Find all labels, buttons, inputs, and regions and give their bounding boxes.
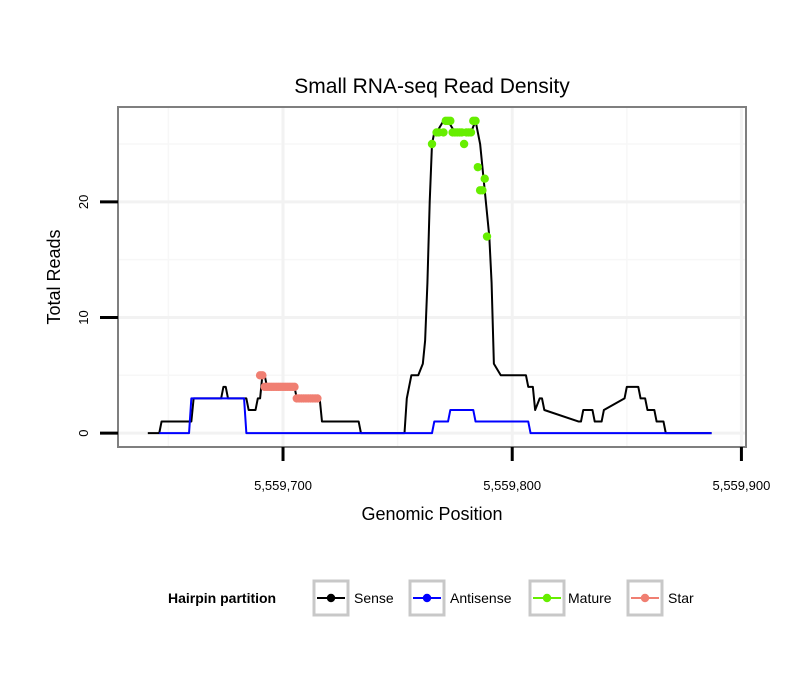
legend-key-dot (422, 593, 432, 603)
data-point-mature (471, 116, 480, 126)
legend-item-star: Star (626, 579, 694, 617)
legend-key-dot (640, 593, 650, 603)
y-tick-label: 20 (76, 195, 91, 209)
x-tick-label: 5,559,700 (254, 478, 312, 493)
series-points-mature (427, 116, 492, 241)
legend-label: Antisense (450, 590, 512, 606)
series-layer (147, 116, 712, 435)
series-points-star (255, 371, 322, 403)
data-point-mature (446, 116, 455, 126)
y-axis: 0 10 20 (76, 195, 118, 437)
data-point-star (313, 394, 322, 403)
plot-border (117, 106, 747, 448)
y-tick-label: 10 (76, 310, 91, 324)
series-line-antisense (159, 397, 712, 435)
data-point-star (290, 382, 299, 392)
x-tick-label: 5,559,900 (712, 478, 770, 493)
legend-label: Star (668, 590, 694, 606)
legend-key-dot (542, 593, 552, 603)
x-axis: 5,559,700 5,559,800 5,559,900 (254, 447, 770, 493)
legend: Hairpin partition Sense Antisense Mature St… (168, 579, 694, 617)
chart-title: Small RNA-seq Read Density (294, 75, 570, 98)
data-point-mature (439, 128, 448, 137)
legend-title: Hairpin partition (168, 590, 276, 606)
legend-item-mature: Mature (528, 579, 612, 617)
legend-item-antisense: Antisense (408, 579, 512, 617)
data-point-mature (482, 232, 492, 241)
data-point-mature (459, 139, 469, 149)
legend-item-sense: Sense (312, 579, 394, 617)
legend-label: Mature (568, 590, 612, 606)
legend-key-dot (326, 593, 336, 603)
x-tick-label: 5,559,800 (483, 478, 541, 493)
data-point-mature (478, 186, 487, 195)
data-point-mature (466, 128, 476, 137)
legend-label: Sense (354, 590, 394, 606)
y-tick-label: 0 (76, 430, 91, 437)
x-axis-label: Genomic Position (361, 504, 502, 524)
data-point-mature (427, 139, 437, 149)
data-point-star (258, 371, 267, 380)
y-axis-label: Total Reads (44, 229, 64, 324)
data-point-mature (480, 174, 489, 183)
data-point-mature (473, 162, 483, 172)
